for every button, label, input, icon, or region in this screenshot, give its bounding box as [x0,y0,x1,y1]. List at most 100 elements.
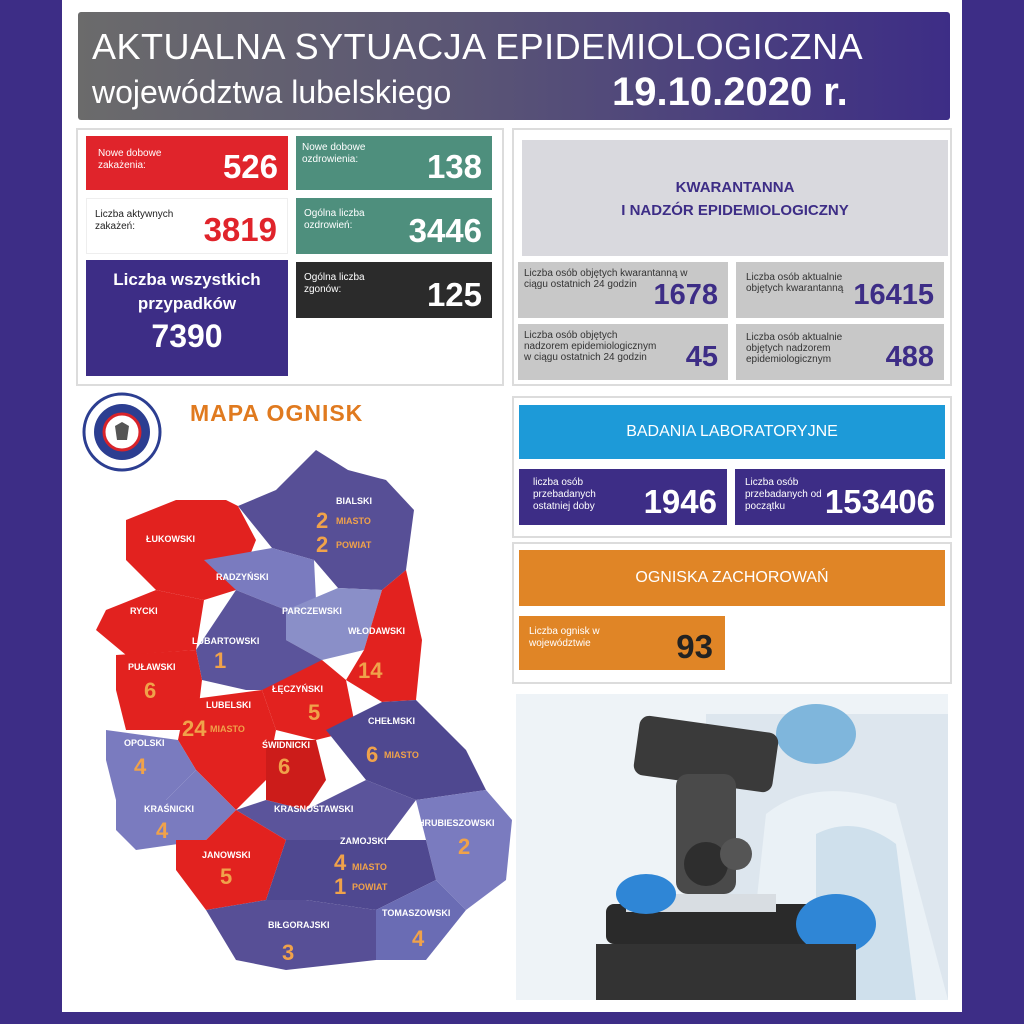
district-rycki [96,590,204,655]
district-map: BIALSKI 2 MIASTO 2 POWIAT ŁUKOWSKI RADZY… [96,450,512,970]
active-cases-tile: Liczba aktywnych zakażeń: 3819 [86,198,288,254]
district-zamojski [266,840,436,910]
new-recoveries-label: Nowe dobowe ozdrowienia: [302,142,366,165]
label-tomaszowski: TOMASZOWSKI [382,908,450,918]
district-hrubieszowski [416,790,512,910]
supervision-current-tile: Liczba osób aktualnie objętych nadzorem … [736,324,944,380]
label-lukowski: ŁUKOWSKI [146,534,195,544]
new-recoveries-value: 138 [426,148,482,185]
outbreaks-label: Liczba ognisk w województwie [529,626,600,649]
value-pulawski: 6 [144,678,156,703]
value-zamojski-miasto: 4 [334,850,347,875]
district-pulawski [116,650,202,730]
label-lubartowski: LUBARTOWSKI [192,636,259,646]
page-subtitle: województwa lubelskiego [92,74,452,110]
lab-heading: BADANIA LABORATORYJNE [519,405,945,459]
supervision-24h-value: 45 [685,341,718,373]
lab-day-value: 1946 [643,483,717,520]
district-bilgorajski [206,900,376,970]
header-banner [78,12,950,120]
label-bialski: BIALSKI [336,496,372,506]
value-zamojski-powiat: 1 [334,874,346,899]
quarantine-title-line1: KWARANTANNA [675,179,795,196]
label-hrubieszowski: HRUBIESZOWSKI [418,818,495,828]
district-wlodawski [346,570,422,702]
value-lubartowski: 1 [214,648,226,673]
value-janowski: 5 [220,864,232,889]
district-janowski [176,810,286,910]
district-lubelski [178,690,276,810]
suffix-bialski-miasto: MIASTO [336,516,371,526]
label-janowski: JANOWSKI [202,850,251,860]
quarantine-current-tile: Liczba osób aktualnie objętych kwarantan… [736,262,944,318]
value-swidnicki: 6 [278,754,290,779]
district-tomaszowski [376,880,466,960]
active-cases-label: Liczba aktywnych zakażeń: [95,209,174,232]
suffix-zamojski-miasto: MIASTO [352,862,387,872]
label-swidnicki: ŚWIDNICKI [262,739,310,750]
sanitary-inspection-logo [82,392,162,477]
label-krasnostawski: KRASNOSTAWSKI [274,804,353,814]
new-infections-tile: Nowe dobowe zakażenia: 526 [86,136,288,190]
supervision-24h-label: Liczba osób objętych nadzorem epidemiolo… [524,330,657,363]
suffix-zamojski-powiat: POWIAT [352,882,388,892]
label-opolski: OPOLSKI [124,738,165,748]
district-krasnostawski [236,780,416,840]
label-chelmski: CHEŁMSKI [368,716,415,726]
district-radzynski [204,548,316,610]
value-tomaszowski: 4 [412,926,425,951]
suffix-chelmski-miasto: MIASTO [384,750,419,760]
value-chelmski-miasto: 6 [366,742,378,767]
label-bilgorajski: BIŁGORAJSKI [268,920,330,930]
district-opolski [106,730,196,800]
label-wlodawski: WŁODAWSKI [348,626,405,636]
lab-total-tile: Liczba osób przebadanych od początku 153… [735,469,945,525]
deaths-label: Ogólna liczba zgonów: [304,272,365,295]
value-leczynski: 5 [308,700,320,725]
quarantine-24h-tile: Liczba osób objętych kwarantanną w ciągu… [518,262,728,318]
value-bialski-miasto: 2 [316,508,328,533]
district-bialski [238,450,414,590]
new-infections-label: Nowe dobowe zakażenia: [98,148,162,171]
district-swidnicki [266,740,326,810]
total-cases-label: Liczba wszystkich przypadków [113,270,261,313]
label-lubelski: LUBELSKI [206,700,251,710]
label-zamojski: ZAMOJSKI [340,836,387,846]
lab-total-label: Liczba osób przebadanych od początku [745,477,822,512]
label-parczewski: PARCZEWSKI [282,606,342,616]
quarantine-24h-value: 1678 [653,279,718,311]
value-lubelski-miasto: 24 [182,716,207,741]
lab-photo [516,694,948,1000]
sanitary-inspection-logo-graphic [82,392,162,472]
value-bialski-powiat: 2 [316,532,328,557]
label-krasnicki: KRAŚNICKI [144,803,194,814]
district-leczynski [262,660,356,740]
new-recoveries-tile: Nowe dobowe ozdrowienia: 138 [296,136,492,190]
suffix-bialski-powiat: POWIAT [336,540,372,550]
total-recovered-value: 3446 [408,212,482,249]
total-recovered-label: Ogólna liczba ozdrowień: [304,208,365,231]
supervision-24h-tile: Liczba osób objętych nadzorem epidemiolo… [518,324,728,380]
district-lubartowski [196,590,322,690]
report-date: 19.10.2020 r. [612,70,848,114]
quarantine-title-line2: I NADZÓR EPIDEMIOLOGICZNY [621,202,849,219]
label-rycki: RYCKI [130,606,158,616]
microscope-photo-illustration [516,694,948,1000]
active-cases-value: 3819 [203,211,277,248]
total-cases-value: 7390 [151,318,223,354]
deaths-tile: Ogólna liczba zgonów: 125 [296,262,492,318]
value-bilgorajski: 3 [282,940,294,965]
lab-day-label: liczba osób przebadanych ostatniej doby [533,477,596,512]
quarantine-24h-label: Liczba osób objętych kwarantanną w ciągu… [524,268,688,290]
district-krasnicki [116,770,236,850]
outbreaks-heading: OGNISKA ZACHOROWAŃ [519,550,945,606]
lab-day-tile: liczba osób przebadanych ostatniej doby … [519,469,727,525]
supervision-current-value: 488 [885,341,934,373]
value-hrubieszowski: 2 [458,834,470,859]
value-opolski: 4 [134,754,147,779]
value-wlodawski: 14 [358,658,383,683]
label-radzynski: RADZYŃSKI [216,572,269,582]
total-cases-tile: Liczba wszystkich przypadków 7390 [86,260,288,376]
suffix-lubelski-miasto: MIASTO [210,724,245,734]
quarantine-heading: KWARANTANNA I NADZÓR EPIDEMIOLOGICZNY [522,140,948,256]
